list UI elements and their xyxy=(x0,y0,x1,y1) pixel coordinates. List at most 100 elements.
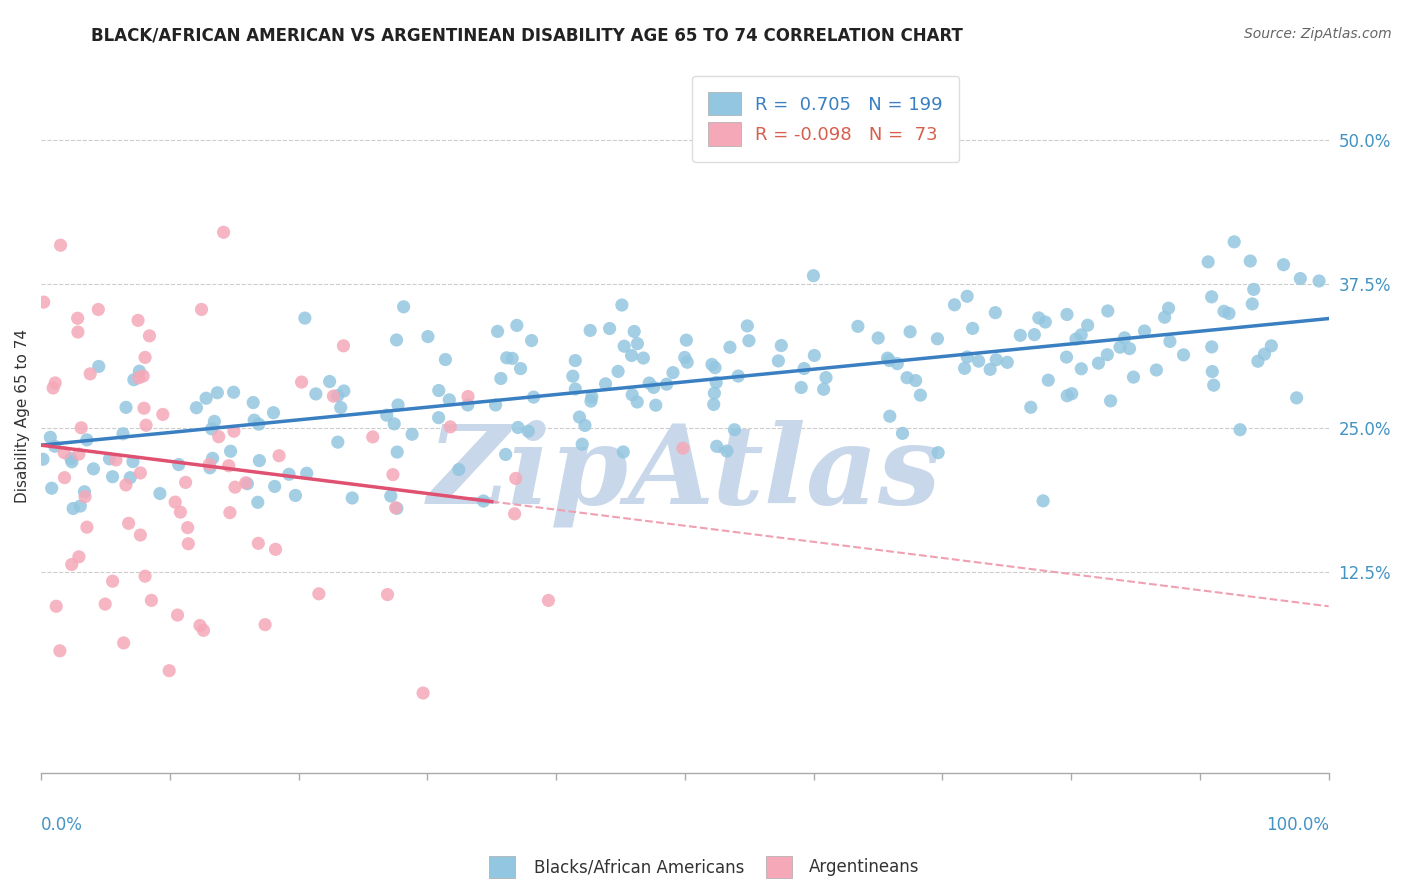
Point xyxy=(1056,350,1078,364)
Point xyxy=(1144,363,1167,377)
Point xyxy=(247,536,270,550)
Point xyxy=(67,447,90,461)
Point xyxy=(157,664,180,678)
Point xyxy=(201,422,224,436)
Point xyxy=(385,501,408,516)
Point xyxy=(235,475,257,490)
Point xyxy=(416,329,439,343)
Point xyxy=(1097,348,1119,362)
Point xyxy=(326,435,349,450)
Point xyxy=(380,489,402,503)
Point xyxy=(134,569,156,583)
Point xyxy=(1109,340,1132,354)
Point xyxy=(115,401,138,415)
Point xyxy=(264,542,287,557)
Point xyxy=(626,336,648,351)
Point xyxy=(626,395,648,409)
Point xyxy=(607,364,630,378)
Point xyxy=(169,505,191,519)
Point xyxy=(927,445,949,459)
Point xyxy=(505,471,527,485)
Point xyxy=(704,376,727,390)
Point xyxy=(385,333,408,347)
Point xyxy=(186,401,208,415)
Point xyxy=(1097,304,1119,318)
Point xyxy=(564,353,586,368)
Point xyxy=(1243,282,1265,296)
Point xyxy=(579,394,602,409)
Point xyxy=(599,321,621,335)
Point xyxy=(384,500,406,515)
Point xyxy=(53,445,76,459)
Point xyxy=(595,376,617,391)
Point xyxy=(290,375,312,389)
Point xyxy=(1056,308,1078,322)
Point xyxy=(198,460,221,475)
Point xyxy=(1077,318,1099,333)
Point xyxy=(284,488,307,502)
Point xyxy=(129,528,152,542)
Point xyxy=(716,444,738,458)
Point xyxy=(472,494,495,508)
Point xyxy=(704,360,727,375)
Point xyxy=(1099,393,1122,408)
Point xyxy=(193,624,215,638)
Point xyxy=(66,325,89,339)
Point xyxy=(329,401,352,415)
Point xyxy=(495,447,517,461)
Point xyxy=(202,414,225,428)
Point xyxy=(967,354,990,368)
Point xyxy=(322,389,344,403)
Point xyxy=(66,311,89,326)
Point xyxy=(898,325,921,339)
Point xyxy=(340,491,363,505)
Point xyxy=(53,470,76,484)
Point xyxy=(770,338,793,352)
Point xyxy=(128,364,150,378)
Point xyxy=(412,686,434,700)
Point xyxy=(427,410,450,425)
Point xyxy=(1060,386,1083,401)
Point xyxy=(1118,342,1140,356)
Point xyxy=(73,484,96,499)
Point xyxy=(60,558,83,572)
Point xyxy=(318,375,340,389)
Point xyxy=(1153,310,1175,325)
Point xyxy=(308,587,330,601)
Point xyxy=(1201,340,1223,354)
Point xyxy=(381,467,404,482)
Point xyxy=(75,490,97,504)
Point xyxy=(188,618,211,632)
Point xyxy=(673,351,696,365)
Point xyxy=(1197,255,1219,269)
Point xyxy=(59,451,82,466)
Y-axis label: Disability Age 65 to 74: Disability Age 65 to 74 xyxy=(15,329,30,503)
Point xyxy=(1202,378,1225,392)
Point xyxy=(152,408,174,422)
Point xyxy=(49,238,72,252)
Point xyxy=(195,391,218,405)
Point xyxy=(638,376,661,390)
Point xyxy=(60,455,83,469)
Point xyxy=(700,358,723,372)
Point xyxy=(263,479,285,493)
Point xyxy=(236,476,259,491)
Point xyxy=(62,501,84,516)
Point xyxy=(98,451,121,466)
Point xyxy=(995,355,1018,369)
Point xyxy=(814,370,837,384)
Point xyxy=(76,433,98,447)
Point xyxy=(218,506,240,520)
Point xyxy=(295,467,318,481)
Point xyxy=(1064,332,1087,346)
Point xyxy=(1173,348,1195,362)
Point xyxy=(613,339,636,353)
Point xyxy=(447,462,470,476)
Point xyxy=(45,599,67,614)
Point xyxy=(39,430,62,444)
Point xyxy=(32,295,55,310)
Point xyxy=(662,366,685,380)
Point xyxy=(520,334,543,348)
Point xyxy=(218,458,240,473)
Point xyxy=(1028,310,1050,325)
